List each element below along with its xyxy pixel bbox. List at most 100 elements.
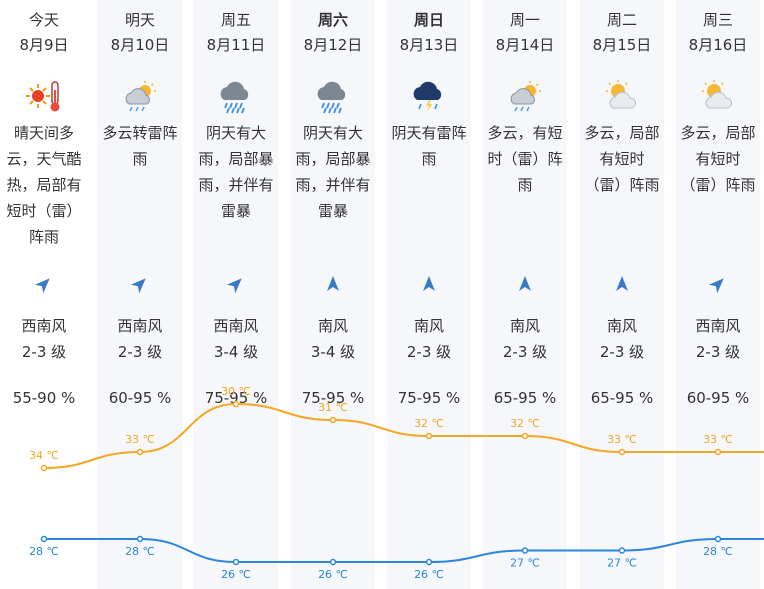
wind-direction-label: 西南风 xyxy=(213,317,259,335)
day-column: 周日 8月13日 阴天有雷阵雨南风 2-3 级 75-95 % xyxy=(387,0,471,589)
day-column: 周一 8月14日 多云，有短时（雷）阵雨 南风 2-3 级 65-95 % xyxy=(483,0,567,589)
high-temp-point xyxy=(329,416,337,424)
wind-level-label: 2-3 级 xyxy=(599,343,645,361)
sun-thermometer-icon xyxy=(26,80,62,114)
high-temp-point xyxy=(136,448,144,456)
wind-direction-label: 南风 xyxy=(413,317,444,335)
low-temp-label: 26 ℃ xyxy=(221,568,251,581)
low-temp-label: 27 ℃ xyxy=(510,557,540,570)
low-temp-point xyxy=(425,558,433,566)
wind-direction-label: 南风 xyxy=(317,317,348,335)
day-column: 今天 8月9日 晴天间多云，天气酷热，局部有短时（雷）阵雨 西南风 2-3 级 55-9… xyxy=(0,0,88,589)
day-label: 周六 xyxy=(317,11,348,29)
high-temp-label: 33 ℃ xyxy=(703,433,733,446)
high-temp-point xyxy=(40,464,48,472)
weather-description: 多云转雷阵雨 xyxy=(102,124,178,168)
day-column: 周三 8月16日 多云，局部有短时（雷）阵雨 西南风 2-3 级 60-95 % xyxy=(676,0,760,589)
humidity-label: 65-95 % xyxy=(493,389,557,407)
wind-direction-icon xyxy=(130,274,150,294)
wind-info: 西南风 2-3 级 xyxy=(0,313,88,365)
date-label: 8月12日 xyxy=(303,36,363,54)
wind-level-label: 2-3 级 xyxy=(406,343,452,361)
weather-description: 阴天有大雨，局部暴雨，并伴有雷暴 xyxy=(295,124,371,220)
weather-description: 阴天有雷阵雨 xyxy=(391,124,467,168)
cloud-sun-rain-icon xyxy=(507,80,543,114)
high-temp-label: 30 ℃ xyxy=(221,385,251,398)
heavy-rain-icon xyxy=(218,80,254,114)
date-label: 8月10日 xyxy=(110,36,170,54)
high-temp-point xyxy=(232,400,240,408)
low-temp-point xyxy=(40,535,48,543)
wind-direction-label: 西南风 xyxy=(117,317,163,335)
weather-description: 阴天有大雨，局部暴雨，并伴有雷暴 xyxy=(198,124,274,220)
thunder-rain-icon xyxy=(411,80,447,114)
humidity-label: 65-95 % xyxy=(590,389,654,407)
high-temp-line xyxy=(43,402,764,469)
high-temp-label: 33 ℃ xyxy=(125,433,155,446)
date-label: 8月9日 xyxy=(19,36,69,54)
date-label: 8月16日 xyxy=(688,36,748,54)
date-label: 8月14日 xyxy=(495,36,555,54)
wind-info: 南风 2-3 级 xyxy=(387,313,471,365)
humidity-label: 55-90 % xyxy=(12,389,76,407)
wind-direction-icon xyxy=(419,274,439,294)
humidity-label: 75-95 % xyxy=(397,389,461,407)
humidity-label: 75-95 % xyxy=(204,389,268,407)
day-label: 周三 xyxy=(702,11,733,29)
low-temp-label: 26 ℃ xyxy=(414,568,444,581)
wind-level-label: 3-4 级 xyxy=(310,343,356,361)
high-temp-label: 32 ℃ xyxy=(510,417,540,430)
weather-description: 多云，有短时（雷）阵雨 xyxy=(487,124,563,194)
low-temp-point xyxy=(329,558,337,566)
day-column: 周二 8月15日 多云，局部有短时（雷）阵雨南风 2-3 级 65-95 % xyxy=(580,0,664,589)
weather-description: 晴天间多云，天气酷热，局部有短时（雷）阵雨 xyxy=(6,124,82,246)
day-label: 明天 xyxy=(124,11,155,29)
low-temp-point xyxy=(136,535,144,543)
day-label: 周日 xyxy=(413,11,444,29)
day-column: 明天 8月10日 多云转雷阵雨西南风 2-3 级 60-95 % xyxy=(98,0,182,589)
wind-direction-label: 西南风 xyxy=(21,317,67,335)
date-label: 8月11日 xyxy=(206,36,266,54)
weather-description: 多云，局部有短时（雷）阵雨 xyxy=(680,124,756,194)
wind-direction-label: 南风 xyxy=(606,317,637,335)
weather-description: 多云，局部有短时（雷）阵雨 xyxy=(584,124,660,194)
date-label: 8月15日 xyxy=(592,36,652,54)
wind-level-label: 3-4 级 xyxy=(213,343,259,361)
high-temp-point xyxy=(425,432,433,440)
low-temp-point xyxy=(714,535,722,543)
wind-level-label: 2-3 级 xyxy=(21,343,67,361)
wind-info: 西南风 2-3 级 xyxy=(98,313,182,365)
low-temp-label: 26 ℃ xyxy=(318,568,348,581)
day-label: 周二 xyxy=(606,11,637,29)
high-temp-point xyxy=(521,432,529,440)
wind-info: 西南风 3-4 级 xyxy=(194,313,278,365)
day-column: 周五 8月11日 阴天有大雨，局部暴雨，并伴有雷暴 西南风 3-4 级 75-95 % xyxy=(194,0,278,589)
wind-direction-icon xyxy=(226,274,246,294)
wind-direction-icon xyxy=(323,274,343,294)
humidity-label: 60-95 % xyxy=(686,389,750,407)
low-temp-point xyxy=(618,547,626,554)
low-temp-label: 28 ℃ xyxy=(29,545,59,558)
heavy-rain-icon xyxy=(315,80,351,114)
wind-level-label: 2-3 级 xyxy=(502,343,548,361)
day-column: 周六 8月12日 阴天有大雨，局部暴雨，并伴有雷暴南风 3-4 级 75-95 % xyxy=(291,0,375,589)
wind-direction-icon xyxy=(515,274,535,294)
wind-level-label: 2-3 级 xyxy=(695,343,741,361)
low-temp-label: 27 ℃ xyxy=(607,557,637,570)
wind-info: 南风 2-3 级 xyxy=(483,313,567,365)
high-temp-label: 33 ℃ xyxy=(607,433,637,446)
date-label: 8月13日 xyxy=(399,36,459,54)
humidity-label: 75-95 % xyxy=(301,389,365,407)
wind-level-label: 2-3 级 xyxy=(117,343,163,361)
wind-direction-icon xyxy=(708,274,728,294)
humidity-label: 60-95 % xyxy=(108,389,172,407)
wind-direction-icon xyxy=(34,274,54,294)
high-temp-label: 31 ℃ xyxy=(318,401,348,414)
partly-cloudy-icon xyxy=(700,80,736,114)
low-temp-point xyxy=(232,558,240,566)
wind-direction-icon xyxy=(612,274,632,294)
wind-info: 南风 2-3 级 xyxy=(580,313,664,365)
partly-cloudy-icon xyxy=(604,80,640,114)
